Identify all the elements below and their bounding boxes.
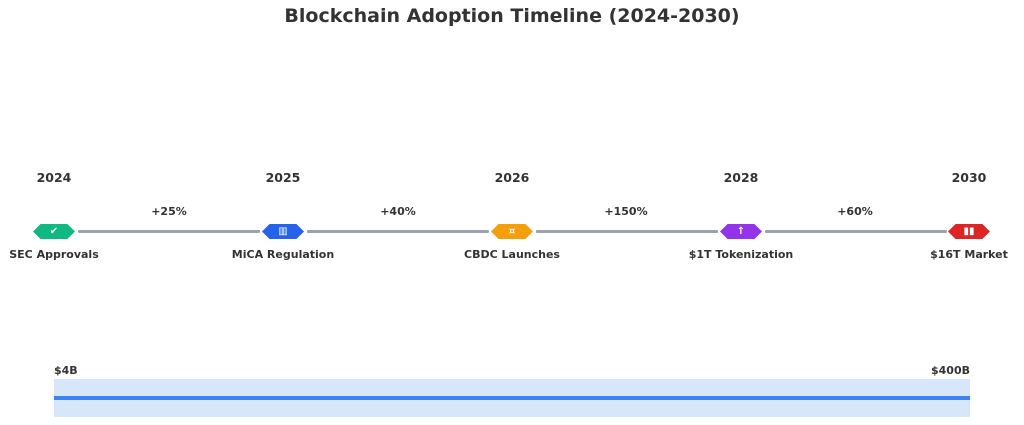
building-icon: ▥ (278, 225, 288, 237)
growth-label: +25% (151, 205, 187, 218)
milestone-node-2028: ↑ (720, 224, 762, 239)
market-end-label: $400B (931, 364, 970, 377)
milestone-label: $1T Tokenization (688, 248, 794, 261)
milestone-node-2030: ▮▮ (948, 224, 990, 239)
year-label: 2024 (36, 170, 72, 185)
year-label: 2028 (723, 170, 759, 185)
timeline-connector (307, 230, 489, 233)
milestone-label: $16T Market (930, 248, 1008, 261)
milestone-label: SEC Approvals (9, 248, 99, 261)
arrow-up-icon: ↑ (736, 225, 746, 237)
year-label: 2025 (265, 170, 301, 185)
growth-label: +150% (604, 205, 648, 218)
year-label: 2026 (494, 170, 530, 185)
milestone-node-2024: ✔ (33, 224, 75, 239)
market-growth-line (54, 396, 970, 400)
currency-icon: ¤ (508, 225, 516, 237)
growth-label: +60% (837, 205, 873, 218)
growth-label: +40% (380, 205, 416, 218)
market-start-label: $4B (54, 364, 78, 377)
year-label: 2030 (951, 170, 987, 185)
milestone-label: CBDC Launches (464, 248, 560, 261)
milestone-node-2025: ▥ (262, 224, 304, 239)
milestone-node-2026: ¤ (491, 224, 533, 239)
milestone-label: MiCA Regulation (231, 248, 335, 261)
timeline-connector (78, 230, 260, 233)
chart-icon: ▮▮ (963, 225, 975, 237)
timeline-connector (536, 230, 718, 233)
timeline-connector (765, 230, 947, 233)
check-icon: ✔ (49, 225, 59, 237)
diagram-title: Blockchain Adoption Timeline (2024-2030) (284, 5, 740, 27)
